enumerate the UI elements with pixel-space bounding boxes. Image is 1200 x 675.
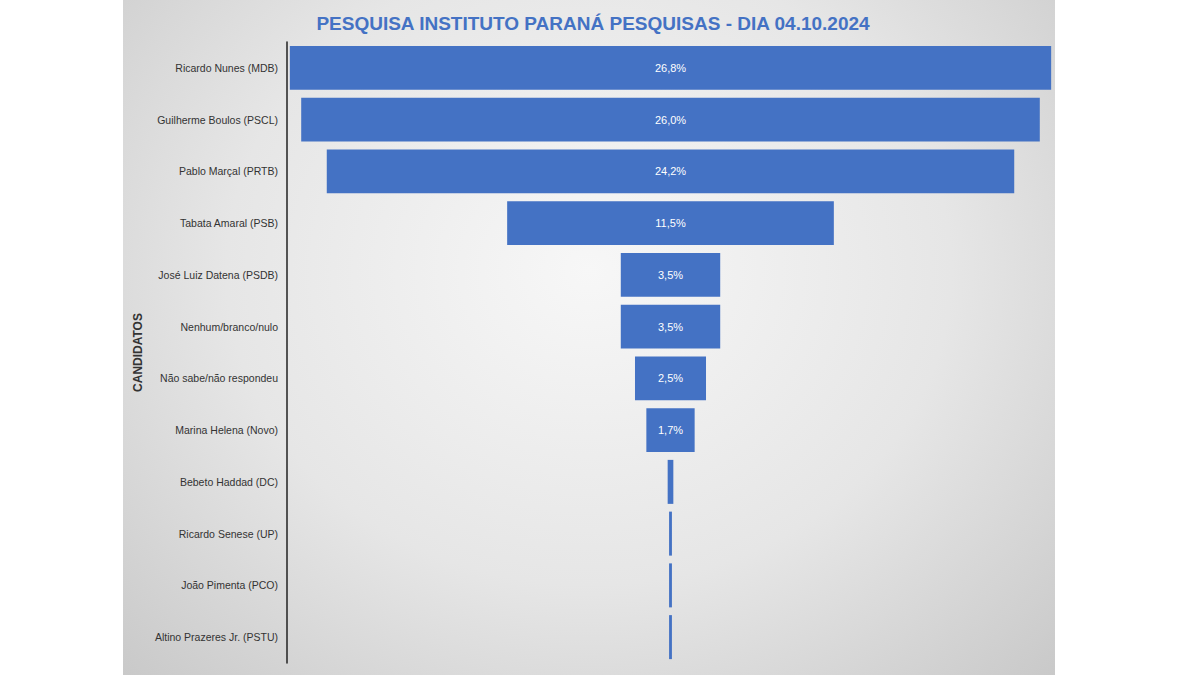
svg-text:24,2%: 24,2% xyxy=(655,165,686,177)
svg-text:CANDIDATOS: CANDIDATOS xyxy=(131,313,145,392)
svg-text:Não sabe/não respondeu: Não sabe/não respondeu xyxy=(160,372,278,384)
svg-text:Nenhum/branco/nulo: Nenhum/branco/nulo xyxy=(181,321,279,333)
svg-text:1,7%: 1,7% xyxy=(658,424,683,436)
svg-text:PESQUISA INSTITUTO PARANÁ PESQ: PESQUISA INSTITUTO PARANÁ PESQUISAS - DI… xyxy=(316,13,870,34)
svg-text:Tabata Amaral (PSB): Tabata Amaral (PSB) xyxy=(180,217,278,229)
svg-text:3,5%: 3,5% xyxy=(658,321,683,333)
svg-text:Ricardo Nunes (MDB): Ricardo Nunes (MDB) xyxy=(175,62,278,74)
svg-text:José Luiz Datena (PSDB): José Luiz Datena (PSDB) xyxy=(158,269,278,281)
svg-text:Altino Prazeres Jr. (PSTU): Altino Prazeres Jr. (PSTU) xyxy=(155,631,278,643)
svg-text:Pablo Marçal (PRTB): Pablo Marçal (PRTB) xyxy=(179,165,278,177)
svg-text:Ricardo Senese (UP): Ricardo Senese (UP) xyxy=(179,528,278,540)
svg-text:3,5%: 3,5% xyxy=(658,269,683,281)
svg-text:Guilherme Boulos (PSCL): Guilherme Boulos (PSCL) xyxy=(157,114,278,126)
svg-text:11,5%: 11,5% xyxy=(655,217,686,229)
svg-text:João Pimenta (PCO): João Pimenta (PCO) xyxy=(181,579,278,591)
svg-text:26,8%: 26,8% xyxy=(655,62,686,74)
svg-text:2,5%: 2,5% xyxy=(658,372,683,384)
svg-text:Bebeto Haddad (DC): Bebeto Haddad (DC) xyxy=(180,476,278,488)
svg-text:Marina Helena (Novo): Marina Helena (Novo) xyxy=(175,424,278,436)
svg-text:26,0%: 26,0% xyxy=(655,114,686,126)
